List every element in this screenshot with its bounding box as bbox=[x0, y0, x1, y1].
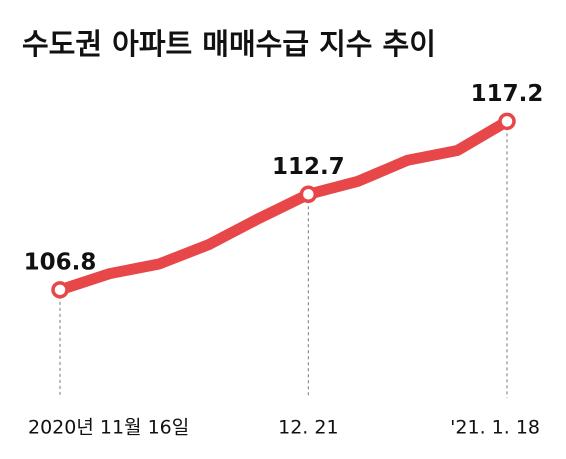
x-tick-label: 2020년 11월 16일 bbox=[28, 417, 189, 439]
line bbox=[54, 115, 513, 296]
chart-title: 수도권 아파트 매매수급 지수 추이 bbox=[22, 27, 436, 61]
data-label: 117.2 bbox=[471, 81, 544, 107]
point-marker bbox=[299, 185, 318, 204]
x-tick-label: '21. 1. 18 bbox=[450, 417, 540, 439]
x-tick-label: 12. 21 bbox=[278, 417, 338, 439]
point-marker bbox=[51, 281, 69, 299]
data-label: 112.7 bbox=[272, 154, 345, 180]
data-label: 106.8 bbox=[24, 249, 97, 275]
point-marker bbox=[498, 112, 516, 131]
